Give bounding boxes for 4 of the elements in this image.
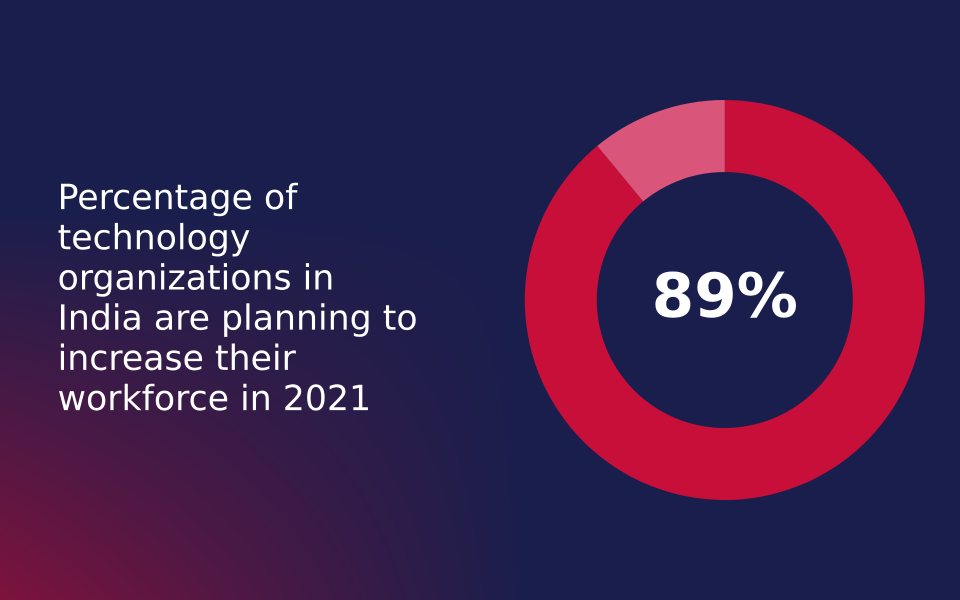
data-label: 89% bbox=[655, 272, 796, 318]
text: Percentage of technology organizations in India are planning to increase their workforce in 2021 bbox=[58, 182, 416, 411]
donut-slice bbox=[597, 100, 725, 202]
donut-slice bbox=[524, 100, 925, 500]
